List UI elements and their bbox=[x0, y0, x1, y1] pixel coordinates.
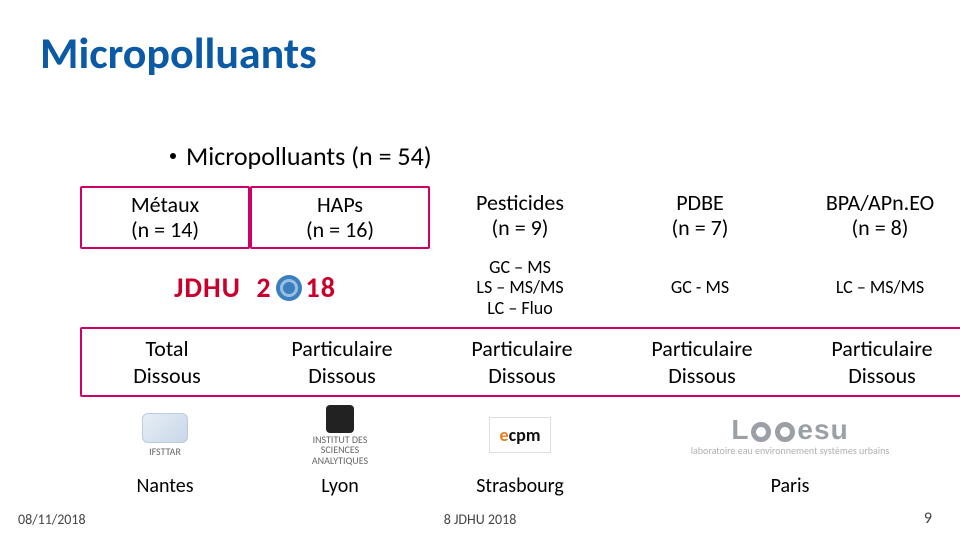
phase-cell: Particulaire Dissous bbox=[792, 329, 960, 395]
phase-cell: Particulaire Dissous bbox=[432, 329, 612, 395]
jdhu-year-b: 18 bbox=[306, 270, 336, 305]
header-n: (n = 8) bbox=[792, 215, 960, 240]
city-cell: Paris bbox=[610, 474, 960, 498]
logos-col45: Lesu laboratoire eau environnement systè… bbox=[610, 405, 960, 467]
logo-label: IFSTTAR bbox=[149, 445, 181, 458]
ifsttar-logo: IFSTTAR bbox=[142, 413, 188, 458]
content-grid: Métaux (n = 14) HAPs (n = 16) Pesticides… bbox=[80, 186, 920, 498]
phase-cell: Particulaire Dissous bbox=[252, 329, 432, 395]
header-name: Métaux bbox=[84, 192, 246, 217]
header-metaux: Métaux (n = 14) bbox=[80, 186, 250, 249]
logos-col1: IFSTTAR bbox=[80, 405, 250, 467]
method-pesticides: GC – MS LS – MS/MS LC – Fluo bbox=[430, 257, 610, 319]
city-cell: Strasbourg bbox=[430, 474, 610, 498]
header-name: PDBE bbox=[612, 190, 788, 215]
logos-col3: ecpm bbox=[430, 405, 610, 467]
header-bpa: BPA/APn.EO (n = 8) bbox=[790, 186, 960, 249]
header-pesticides: Pesticides (n = 9) bbox=[430, 186, 610, 249]
phase-cell: Particulaire Dissous bbox=[612, 329, 792, 395]
header-haps: HAPs (n = 16) bbox=[250, 186, 430, 249]
city-cell: Lyon bbox=[250, 474, 430, 498]
logo-icon bbox=[142, 413, 188, 443]
jdhu-text: JDHU bbox=[174, 270, 241, 305]
logo-label: INSTITUT DES SCIENCES ANALYTIQUES bbox=[295, 435, 385, 467]
isa-logo: INSTITUT DES SCIENCES ANALYTIQUES bbox=[295, 405, 385, 467]
header-name: Pesticides bbox=[432, 190, 608, 215]
header-n: (n = 7) bbox=[612, 215, 788, 240]
phase-cell: Total Dissous bbox=[82, 329, 252, 395]
header-name: BPA/APn.EO bbox=[792, 190, 960, 215]
page-number: 9 bbox=[924, 509, 932, 528]
jdhu-year-a: 2 bbox=[256, 270, 271, 305]
header-name: HAPs bbox=[254, 192, 426, 217]
method-bpa: LC – MS/MS bbox=[790, 257, 960, 319]
phase-row: Total Dissous Particulaire Dissous Parti… bbox=[80, 327, 960, 397]
logos-col2: INSTITUT DES SCIENCES ANALYTIQUES bbox=[250, 405, 430, 467]
bullet-row: Micropolluants (n = 54) bbox=[170, 140, 920, 172]
header-n: (n = 16) bbox=[254, 217, 426, 242]
ring-icon bbox=[751, 422, 771, 442]
header-n: (n = 14) bbox=[84, 217, 246, 242]
header-n: (n = 9) bbox=[432, 215, 608, 240]
header-pdbe: PDBE (n = 7) bbox=[610, 186, 790, 249]
method-pdbe: GC - MS bbox=[610, 257, 790, 319]
slide: Micropolluants Micropolluants (n = 54) M… bbox=[0, 0, 960, 540]
leesu-logo: Lesu bbox=[731, 414, 848, 446]
leesu-sub: laboratoire eau environnement systèmes u… bbox=[691, 444, 890, 457]
footer-event: 8 JDHU 2018 bbox=[444, 511, 517, 528]
slide-title: Micropolluants bbox=[40, 20, 920, 90]
footer-date: 08/11/2018 bbox=[18, 511, 86, 528]
ring-icon bbox=[775, 422, 795, 442]
bullet-dot-icon bbox=[170, 153, 176, 159]
bullet-text: Micropolluants (n = 54) bbox=[186, 140, 432, 172]
jdhu-logo: JDHU 2 18 bbox=[80, 257, 430, 319]
city-cell: Nantes bbox=[80, 474, 250, 498]
globe-icon bbox=[276, 275, 302, 301]
ecpm-logo: ecpm bbox=[489, 417, 552, 453]
logo-icon bbox=[326, 405, 354, 433]
